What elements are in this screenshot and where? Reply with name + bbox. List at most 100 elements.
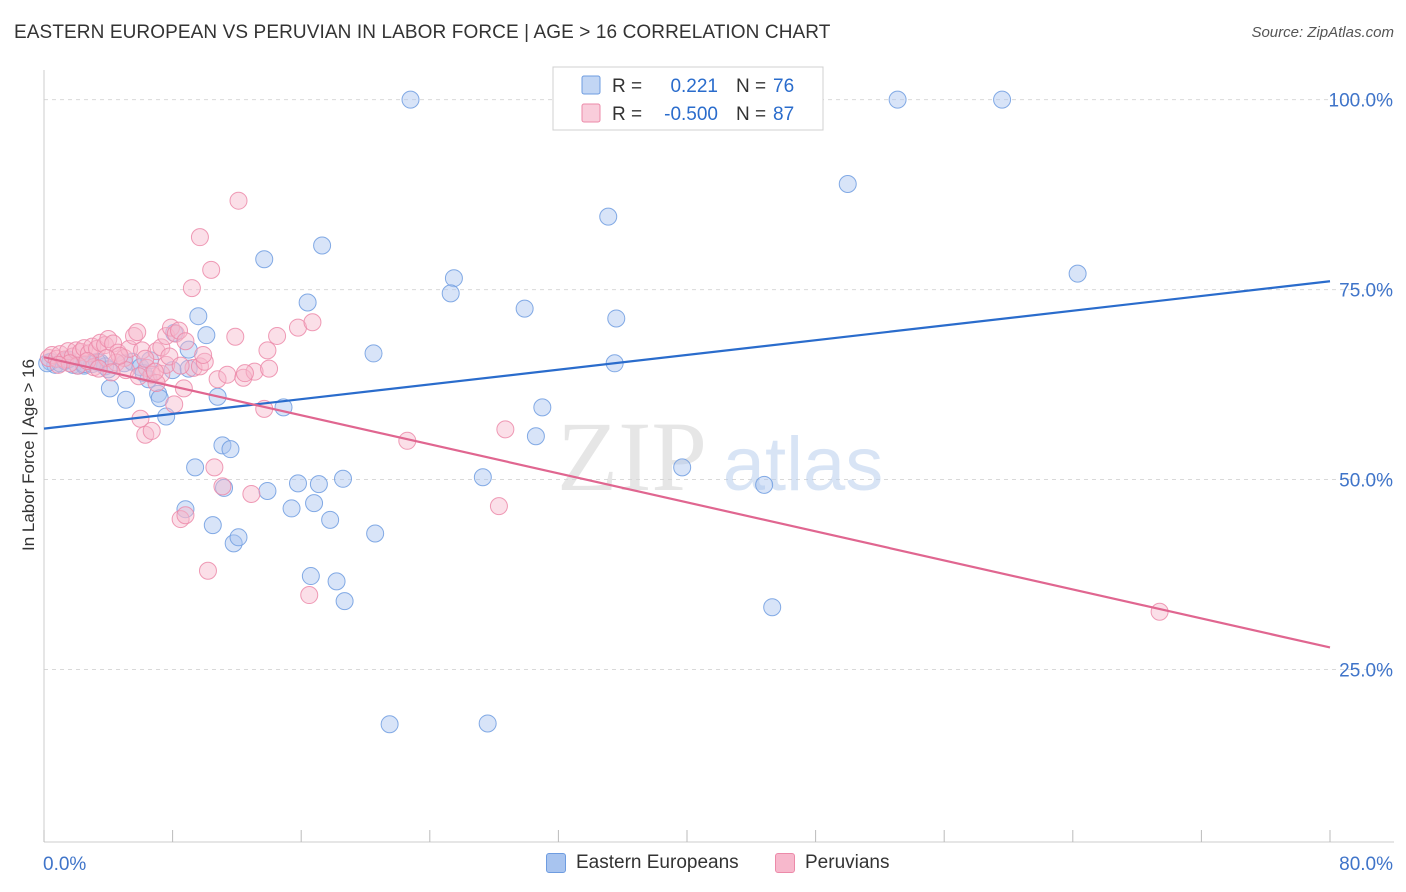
axes <box>43 70 1394 843</box>
y-tick-label: 50.0% <box>1339 471 1393 492</box>
data-point <box>186 458 205 477</box>
data-point <box>401 90 420 109</box>
data-point <box>366 524 385 543</box>
data-point <box>221 440 240 459</box>
data-point <box>533 398 552 417</box>
legend-swatch-peruvians <box>775 853 795 873</box>
data-point <box>203 516 222 535</box>
data-point <box>258 341 277 360</box>
data-point <box>128 323 147 342</box>
data-point <box>170 321 189 340</box>
data-point <box>142 365 161 384</box>
legend-n-value-2: 87 <box>773 104 794 125</box>
data-point <box>313 236 332 255</box>
data-point <box>335 592 354 611</box>
data-point <box>100 379 119 398</box>
x-tick-labels: 0.0% 80.0% <box>43 854 1393 875</box>
data-point <box>142 421 161 440</box>
data-point <box>235 364 254 383</box>
legend-n-value-1: 76 <box>773 76 794 97</box>
trend-line-peruvians <box>43 356 1331 649</box>
data-point <box>599 207 618 226</box>
data-point <box>838 174 857 193</box>
data-point <box>526 427 545 446</box>
data-point <box>496 420 515 439</box>
legend-r-value-1: 0.221 <box>670 76 718 97</box>
data-point <box>213 477 232 496</box>
data-point <box>260 359 279 378</box>
data-point <box>136 349 155 368</box>
data-point <box>229 191 248 210</box>
legend-swatch-pink <box>581 103 601 123</box>
data-point <box>301 567 320 586</box>
data-point <box>116 390 135 409</box>
chart-title: EASTERN EUROPEAN VS PERUVIAN IN LABOR FO… <box>14 22 831 43</box>
y-axis-label: In Labor Force | Age > 16 <box>19 359 38 551</box>
watermark-zip: ZIP <box>557 401 707 512</box>
data-point <box>229 528 248 547</box>
data-point <box>176 506 195 525</box>
data-point <box>197 326 216 345</box>
data-point <box>205 458 224 477</box>
data-point <box>165 395 184 414</box>
data-point <box>380 715 399 734</box>
data-point <box>993 90 1012 109</box>
data-point <box>176 500 195 519</box>
legend-stats: R = 0.221 N = 76 R = -0.500 N = 87 <box>552 66 824 131</box>
data-point <box>441 284 460 303</box>
data-point <box>333 469 352 488</box>
data-point <box>673 458 692 477</box>
legend-label-peruvians: Peruvians <box>805 852 890 873</box>
data-point <box>226 327 245 346</box>
x-tick-label: 80.0% <box>1339 854 1393 875</box>
data-point <box>268 326 287 345</box>
data-point <box>176 332 195 351</box>
legend-r-label-1: R = <box>612 76 642 97</box>
data-point <box>194 345 213 364</box>
y-tick-label: 25.0% <box>1339 661 1393 682</box>
data-point <box>202 260 221 279</box>
source-label: Source: ZipAtlas.com <box>1251 24 1394 41</box>
data-point <box>888 90 907 109</box>
y-tick-label: 100.0% <box>1329 91 1394 112</box>
data-point <box>607 309 626 328</box>
data-point <box>321 510 340 529</box>
data-point <box>145 362 164 381</box>
data-point <box>166 324 185 343</box>
data-point <box>763 598 782 617</box>
data-point <box>1150 602 1169 621</box>
trend-line-eastern-europeans <box>43 280 1331 430</box>
data-point <box>255 250 274 269</box>
data-point <box>288 318 307 337</box>
legend-r-label-2: R = <box>612 104 642 125</box>
data-point <box>182 279 201 298</box>
data-point <box>1068 264 1087 283</box>
data-point <box>489 497 508 516</box>
data-point <box>171 356 190 375</box>
data-point <box>515 299 534 318</box>
data-point <box>208 370 227 389</box>
data-point <box>305 494 324 513</box>
legend-r-value-2: -0.500 <box>664 104 718 125</box>
data-point <box>444 269 463 288</box>
data-point <box>282 499 301 518</box>
data-point <box>327 572 346 591</box>
x-tick-label: 0.0% <box>43 854 86 875</box>
data-point <box>198 561 217 580</box>
legend-n-label-2: N = <box>736 104 766 125</box>
trend-lines <box>43 280 1331 649</box>
data-point <box>218 365 237 384</box>
legend-item-peruvians: Peruvians <box>775 852 890 874</box>
y-tick-label: 75.0% <box>1339 281 1393 302</box>
data-point <box>190 228 209 247</box>
data-point <box>755 475 774 494</box>
data-point <box>242 484 261 503</box>
data-point <box>258 481 277 500</box>
data-point <box>288 474 307 493</box>
data-point <box>303 313 322 332</box>
data-point <box>195 352 214 371</box>
data-point <box>300 586 319 605</box>
legend-swatch-blue <box>581 75 601 95</box>
data-point <box>478 714 497 733</box>
